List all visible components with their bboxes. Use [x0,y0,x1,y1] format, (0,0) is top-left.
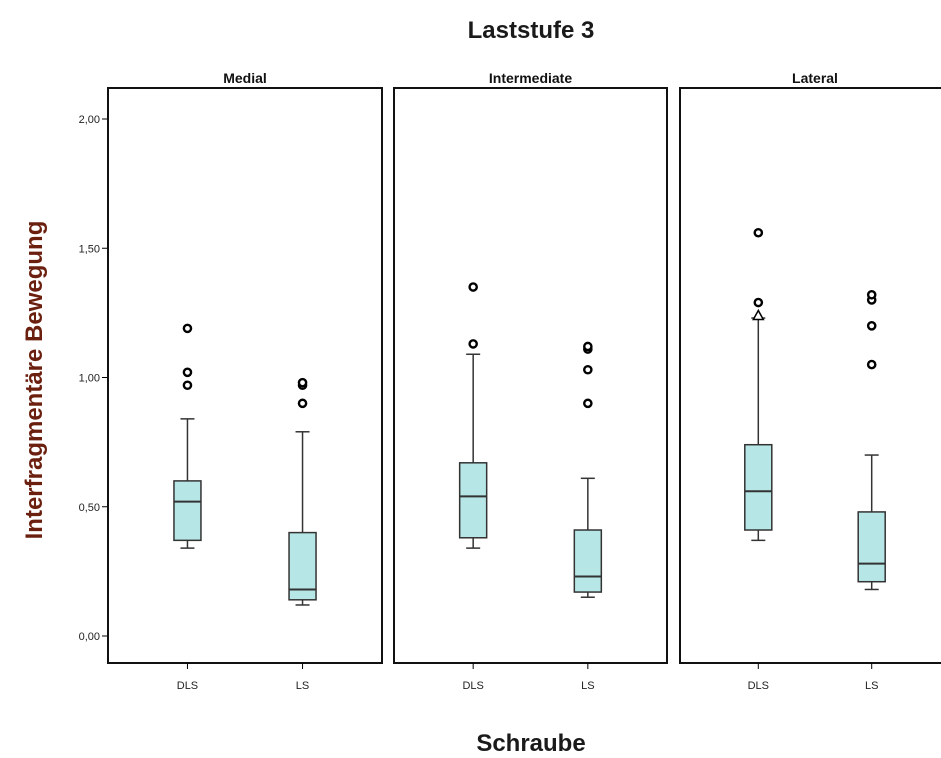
y-tick-label: 1,00 [79,373,100,385]
panel-medial: Medial DLS LS [107,70,383,692]
panel-lateral: Lateral DLS LS [679,70,941,692]
outlier-point [468,282,478,292]
outlier-point [182,367,193,378]
panels: Medial DLS LS Intermediate DLS LS Lateral DLS LS [107,70,941,692]
outlier-point [182,380,193,391]
iqr-box [458,462,488,539]
panel-intermediate: Intermediate DLS LS [393,70,668,692]
y-tick-label: 1,50 [79,243,100,255]
outlier-point [468,339,478,349]
panel-title: Intermediate [489,70,572,86]
panel-frame [393,87,668,664]
extreme-point [752,308,765,321]
outlier-point [583,398,593,409]
outlier-point [866,289,877,300]
y-axis-title: Interfragmentäre Bewegung [21,221,48,540]
chart-title: Laststufe 3 [468,17,595,44]
box-ls: LS [573,341,603,692]
box-ls: LS [288,377,317,692]
outlier-point [297,398,308,409]
y-tick-label: 2,00 [79,114,100,126]
iqr-box [744,443,773,531]
iqr-box [573,529,603,593]
outlier-point [583,341,593,352]
box-dls: DLS [458,282,488,692]
y-tick-label: 0,50 [79,502,100,514]
outlier-point [583,364,593,375]
box-dls: DLS [744,227,773,692]
x-tick-label: LS [865,680,878,692]
box-dls: DLS [173,323,202,692]
x-tick-label: LS [296,680,309,692]
panel-frame [107,87,383,664]
x-tick-label: DLS [462,680,483,692]
x-tick-label: DLS [177,680,198,692]
box-ls: LS [857,289,886,692]
outlier-point [753,227,764,238]
outlier-point [866,320,877,331]
outlier-point [297,377,308,388]
outlier-point [182,323,193,334]
y-tick-label: 0,00 [79,631,100,643]
panel-frame [679,87,941,664]
outlier-point [866,359,877,370]
x-tick-label: DLS [748,680,769,692]
outlier-point [753,297,764,308]
iqr-box [173,480,202,542]
panel-title: Lateral [792,70,838,86]
y-axis: 0,00 0,50 1,00 1,50 2,00 [79,88,109,663]
iqr-box [857,511,886,583]
x-axis-title: Schraube [476,730,585,757]
x-tick-label: LS [581,680,594,692]
panel-title: Medial [223,70,267,86]
